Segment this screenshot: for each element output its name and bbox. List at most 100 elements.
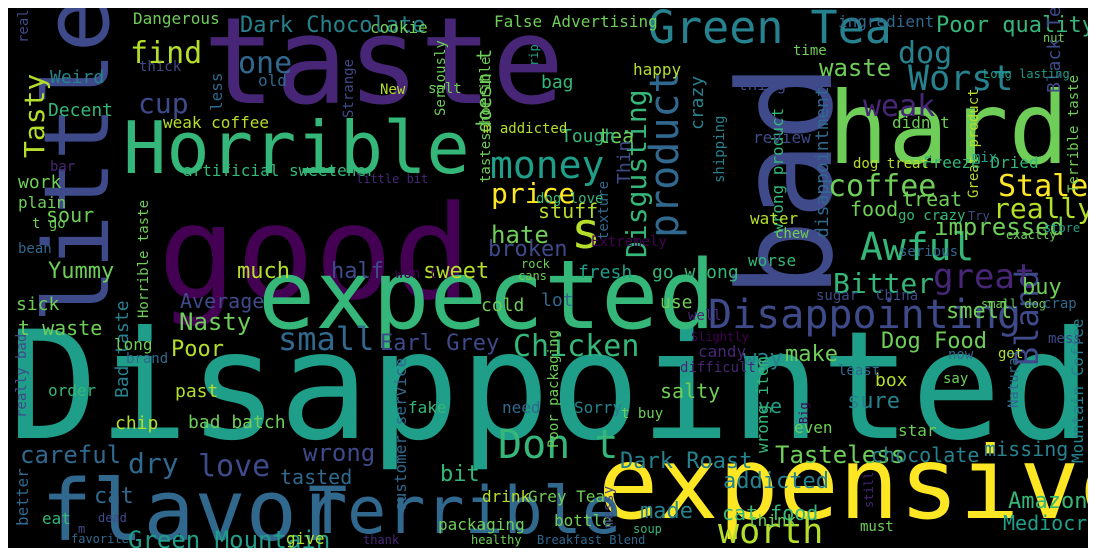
word: tasted xyxy=(280,465,352,489)
word: even xyxy=(794,418,833,437)
word: sour xyxy=(46,203,94,227)
word: find xyxy=(130,36,202,71)
word: store xyxy=(1044,221,1080,235)
word: Tough xyxy=(561,126,615,147)
word: bag xyxy=(541,72,574,93)
word: coffee xyxy=(828,169,936,204)
word: Thin xyxy=(614,141,635,184)
word: Poor quality xyxy=(936,13,1088,38)
word: Terrible taste xyxy=(1066,75,1082,193)
word: Grey Tea xyxy=(528,487,605,506)
word: Decent xyxy=(48,100,113,121)
word: cup xyxy=(138,87,189,120)
word: Awful xyxy=(860,225,974,269)
word: Tasteless xyxy=(775,441,905,469)
word: Dog Food xyxy=(881,329,987,354)
word: weak coffee xyxy=(163,113,269,132)
word: drink xyxy=(482,487,531,506)
word: m xyxy=(78,522,85,536)
word: got xyxy=(998,346,1023,362)
word: mix xyxy=(972,150,997,166)
word: money xyxy=(490,143,604,187)
word: Sorry xyxy=(574,398,623,417)
word: made xyxy=(640,499,693,524)
word: treat xyxy=(902,187,962,211)
word: fresh xyxy=(578,262,632,283)
word: sugar xyxy=(816,288,858,304)
word: expensive xyxy=(598,425,1088,542)
word: crazy xyxy=(687,76,708,130)
word: Dark Roast xyxy=(620,449,752,474)
word: cat xyxy=(94,484,134,509)
word: mess xyxy=(1048,331,1082,347)
word: shipping xyxy=(712,116,728,183)
word: missing xyxy=(984,437,1068,461)
word: bean xyxy=(18,241,52,257)
word: say xyxy=(943,371,968,387)
word-cloud: Disappointed taste good bad expensive expecte… xyxy=(8,8,1088,548)
word: bit xyxy=(440,462,480,487)
word: weak xyxy=(863,89,935,124)
word: healthy xyxy=(471,533,522,547)
word: bottle xyxy=(554,511,612,530)
word: dead xyxy=(98,511,127,525)
word: little xyxy=(25,8,130,323)
word: worth xyxy=(718,512,823,548)
word: go wrong xyxy=(652,262,739,283)
word: small dog xyxy=(981,297,1046,311)
word: Yummy xyxy=(48,259,114,284)
word: stuff xyxy=(538,199,598,223)
word: tastes horrible xyxy=(478,57,494,183)
word: Big xyxy=(797,402,811,424)
word: salt xyxy=(428,81,462,97)
word: chocolate xyxy=(871,443,979,467)
word: Seriously xyxy=(433,40,449,116)
word: soup xyxy=(633,522,662,536)
word: bad batch xyxy=(188,412,286,433)
word: Bland xyxy=(1008,270,1046,366)
word: won t xyxy=(395,266,437,282)
word: use xyxy=(660,292,693,313)
word: thing xyxy=(738,75,786,94)
word: thank xyxy=(363,533,400,547)
word: buy xyxy=(1022,275,1062,300)
word: cans xyxy=(518,269,547,283)
word: Poor packaging xyxy=(546,330,562,448)
word: worse xyxy=(748,251,796,270)
word: much xyxy=(237,259,290,284)
word: impressed xyxy=(934,213,1064,241)
word: need xyxy=(502,398,541,417)
word: thick xyxy=(139,59,182,75)
word: now xyxy=(948,347,974,363)
word: box xyxy=(875,370,908,391)
word: customer service xyxy=(391,358,410,512)
word: m addicted xyxy=(483,121,567,137)
word: cookie xyxy=(370,18,428,37)
word: flavor xyxy=(41,462,348,548)
word: sure xyxy=(847,389,900,414)
word: salty xyxy=(660,379,720,403)
word: Chicken xyxy=(513,329,639,364)
word: Terrible xyxy=(308,474,621,548)
word: wrong product xyxy=(768,108,787,233)
word: think xyxy=(748,511,797,530)
word: Don t xyxy=(498,422,618,468)
word: Dark Chocolate xyxy=(240,13,425,38)
word: didn t xyxy=(892,113,950,132)
word: Horrible xyxy=(123,106,470,190)
word: Worst xyxy=(908,59,1013,99)
word: Amazon xyxy=(1008,489,1087,514)
word: chip xyxy=(115,413,158,434)
word: food xyxy=(850,197,898,221)
word: Average xyxy=(180,289,264,313)
word: real xyxy=(16,9,32,43)
word: taste xyxy=(203,8,564,132)
word: brand xyxy=(126,351,168,367)
word: hate xyxy=(491,221,549,249)
word: s xyxy=(571,202,601,260)
word: dry xyxy=(128,447,179,480)
word: go crazy xyxy=(898,208,965,224)
word: messy xyxy=(601,486,617,528)
word: China xyxy=(876,288,918,304)
word: difficult xyxy=(680,360,756,376)
